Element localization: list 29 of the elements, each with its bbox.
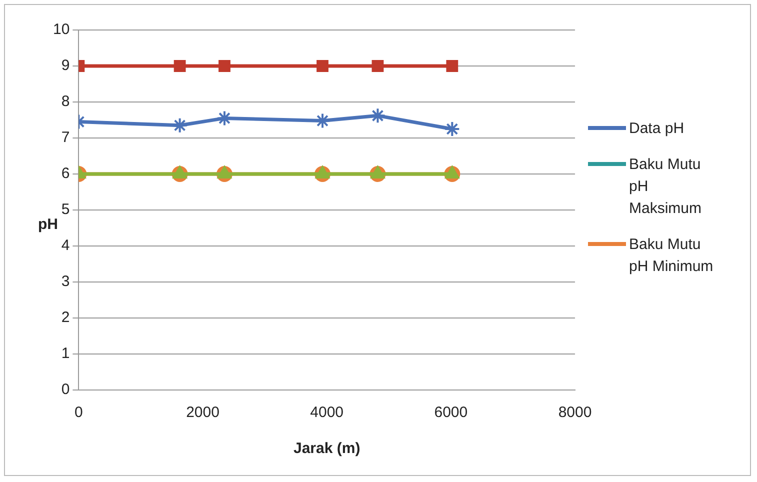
point — [174, 60, 186, 72]
x-tick-label: 4000 — [310, 404, 344, 422]
legend-label: Baku Mutu pH Minimum — [629, 235, 714, 277]
point — [316, 60, 328, 72]
y-tick-label: 2 — [61, 309, 70, 326]
x-tick-label: 0 — [74, 404, 83, 422]
x-tick-label: 6000 — [434, 404, 468, 422]
point — [314, 112, 330, 129]
x-tick-label: 2000 — [186, 404, 220, 422]
y-tick-label: 10 — [52, 21, 70, 38]
point — [444, 121, 460, 137]
y-tick-label: 9 — [61, 57, 70, 74]
y-tick-label: 7 — [61, 129, 70, 146]
y-tick-label: 3 — [61, 273, 70, 290]
legend-label: Data pH — [629, 119, 686, 139]
point — [218, 60, 230, 72]
y-axis-title: pH — [38, 216, 58, 233]
x-axis-title: Jarak (m) — [293, 440, 360, 458]
y-tick-label: 5 — [61, 201, 70, 218]
y-tick-label: 0 — [61, 381, 70, 398]
x-tick-label: 8000 — [558, 404, 592, 422]
point — [372, 60, 384, 72]
y-tick-label: 6 — [61, 165, 70, 182]
y-tick-label: 8 — [61, 93, 70, 110]
point — [446, 60, 458, 72]
legend-label: Baku Mutu pH Maksimum — [629, 155, 703, 219]
y-tick-label: 4 — [61, 237, 70, 254]
point — [216, 110, 232, 126]
y-tick-label: 1 — [61, 345, 70, 362]
